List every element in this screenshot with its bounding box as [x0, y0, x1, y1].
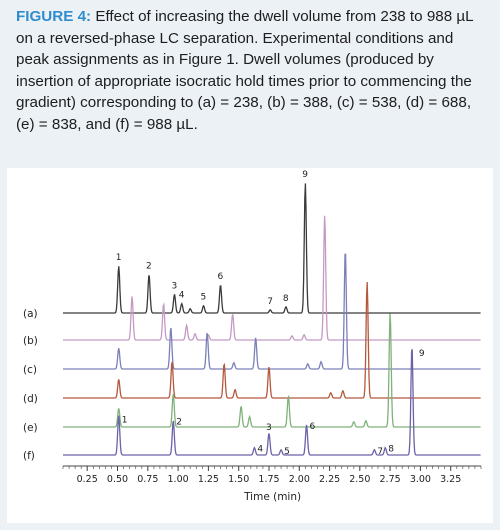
- x-tick-label: 2.25: [319, 474, 340, 485]
- trace-label: (e): [23, 422, 38, 434]
- figure-caption: FIGURE 4: Effect of increasing the dwell…: [16, 6, 486, 135]
- peak-label: 5: [201, 293, 207, 303]
- peak-label: 9: [419, 349, 425, 359]
- x-tick-label: 3.25: [440, 474, 461, 485]
- x-axis-title: Time (min): [243, 491, 301, 503]
- peak-label: 1: [122, 416, 128, 426]
- peak-label: 6: [310, 422, 316, 432]
- trace-f: [63, 349, 481, 456]
- trace-label: (b): [23, 335, 38, 347]
- peak-label: 4: [179, 291, 185, 301]
- trace-e: [63, 313, 481, 428]
- peak-label: 5: [284, 447, 290, 457]
- x-tick-label: 1.00: [168, 474, 189, 485]
- trace-label: (d): [23, 393, 38, 405]
- trace-label: (c): [23, 364, 37, 376]
- peak-label: 6: [218, 272, 224, 282]
- x-tick-label: 2.75: [380, 474, 401, 485]
- peak-label: 9: [302, 170, 308, 180]
- x-tick-label: 2.50: [349, 474, 370, 485]
- peak-label: 7: [267, 297, 273, 307]
- x-tick-label: 1.25: [198, 474, 219, 485]
- peak-label: 2: [146, 262, 152, 272]
- x-tick-label: 0.50: [107, 474, 128, 485]
- trace-label: (f): [23, 450, 35, 462]
- x-tick-label: 3.00: [410, 474, 431, 485]
- chart-area: (a) 1 2 3 4 5 6 7 8 9 (b) (c) (d) (e) (f) 1 2 4 3 5 6 7 8 9 0.25…: [7, 168, 493, 523]
- peak-label: 7: [377, 447, 383, 457]
- figure-label: FIGURE 4:: [16, 8, 92, 25]
- trace-a: [63, 183, 481, 314]
- peak-label: 3: [266, 423, 272, 433]
- trace-label: (a): [23, 308, 38, 320]
- figure-caption-text: Effect of increasing the dwell volume fr…: [16, 8, 474, 133]
- x-tick-label: 2.00: [289, 474, 310, 485]
- x-tick-label: 1.50: [228, 474, 249, 485]
- peak-label: 3: [172, 281, 178, 291]
- x-tick-label: 0.25: [77, 474, 98, 485]
- peak-label: 1: [116, 253, 122, 263]
- peak-label: 8: [283, 294, 289, 304]
- peak-label: 2: [176, 418, 182, 428]
- peak-label: 8: [388, 445, 394, 455]
- peak-label: 4: [257, 445, 263, 455]
- x-tick-label: 0.75: [137, 474, 158, 485]
- x-tick-label: 1.75: [258, 474, 279, 485]
- trace-b: [63, 215, 481, 341]
